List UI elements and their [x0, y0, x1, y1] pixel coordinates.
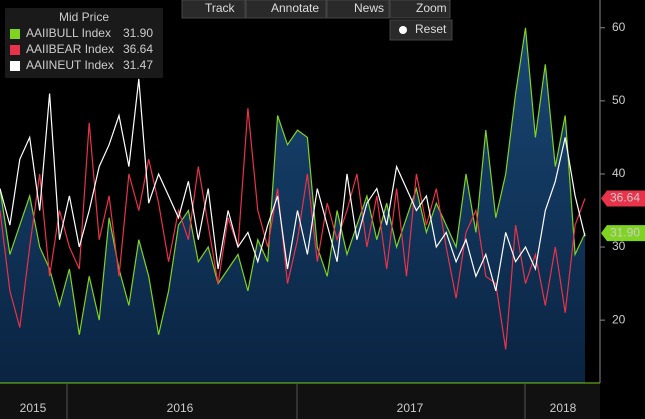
- legend-value: 31.47: [123, 58, 153, 72]
- last-value-tag: [601, 190, 645, 207]
- annotate-button[interactable]: [245, 0, 327, 19]
- last-value-label: 36.64: [610, 191, 640, 205]
- toolbar: Track Annotate News Zoom Reset: [181, 0, 453, 41]
- last-value-label: 31.90: [610, 225, 640, 239]
- reset-icon: [399, 26, 407, 34]
- legend-box: [5, 8, 163, 78]
- track-label: Track: [205, 1, 236, 15]
- series-line: [0, 27, 586, 335]
- y-tick-label: 40: [612, 166, 626, 180]
- reset-button[interactable]: [389, 19, 453, 41]
- legend-name: AAIINEUT Index: [26, 58, 114, 72]
- legend-swatch: [10, 29, 20, 39]
- zoom-button[interactable]: [389, 0, 451, 19]
- legend-title: Mid Price: [59, 10, 109, 24]
- y-tick-label: 60: [612, 20, 626, 34]
- news-label: News: [354, 1, 384, 15]
- y-tick-label: 30: [612, 239, 626, 253]
- series-line: [0, 108, 586, 350]
- x-tick-label: 2018: [550, 401, 577, 415]
- y-tick-label: 20: [612, 312, 626, 326]
- reset-label: Reset: [415, 22, 447, 36]
- legend-value: 36.64: [123, 42, 153, 56]
- last-value-tag: [601, 225, 645, 242]
- legend: Mid Price AAIIBULL Index 31.90 AAIIBEAR In…: [5, 8, 163, 78]
- zoom-label: Zoom: [416, 1, 447, 15]
- legend-swatch: [10, 61, 20, 71]
- track-button[interactable]: [181, 0, 246, 19]
- plot-area: [0, 27, 600, 384]
- y-tick-label: 50: [612, 93, 626, 107]
- x-axis-band: [0, 384, 600, 419]
- x-tick-label: 2015: [20, 401, 47, 415]
- legend-name: AAIIBULL Index: [26, 26, 111, 40]
- legend-swatch: [10, 45, 20, 55]
- legend-value: 31.90: [123, 26, 153, 40]
- x-tick-label: 2017: [397, 401, 424, 415]
- legend-name: AAIIBEAR Index: [26, 42, 114, 56]
- x-tick-label: 2016: [167, 401, 194, 415]
- news-button[interactable]: [326, 0, 390, 19]
- bull-area: [0, 27, 585, 384]
- annotate-label: Annotate: [271, 1, 319, 15]
- series-line: [0, 78, 586, 292]
